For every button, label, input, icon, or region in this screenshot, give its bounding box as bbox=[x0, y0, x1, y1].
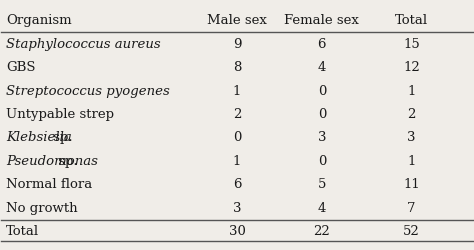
Text: 0: 0 bbox=[318, 84, 326, 98]
Text: 0: 0 bbox=[318, 155, 326, 168]
Text: 15: 15 bbox=[403, 38, 420, 51]
Text: Normal flora: Normal flora bbox=[6, 178, 92, 192]
Text: 0: 0 bbox=[233, 132, 241, 144]
Text: Female sex: Female sex bbox=[284, 14, 359, 27]
Text: 6: 6 bbox=[318, 38, 326, 51]
Text: 22: 22 bbox=[313, 226, 330, 238]
Text: sp.: sp. bbox=[49, 132, 73, 144]
Text: sp.: sp. bbox=[54, 155, 77, 168]
Text: 1: 1 bbox=[407, 155, 416, 168]
Text: Klebsiella: Klebsiella bbox=[6, 132, 72, 144]
Text: Untypable strep: Untypable strep bbox=[6, 108, 114, 121]
Text: 7: 7 bbox=[407, 202, 416, 215]
Text: Male sex: Male sex bbox=[207, 14, 267, 27]
Text: 52: 52 bbox=[403, 226, 420, 238]
Text: 12: 12 bbox=[403, 61, 420, 74]
Text: 8: 8 bbox=[233, 61, 241, 74]
Text: Total: Total bbox=[6, 226, 39, 238]
Text: 4: 4 bbox=[318, 61, 326, 74]
Text: 11: 11 bbox=[403, 178, 420, 192]
Text: Organism: Organism bbox=[6, 14, 72, 27]
Text: Pseudomonas: Pseudomonas bbox=[6, 155, 98, 168]
Text: 3: 3 bbox=[407, 132, 416, 144]
Text: GBS: GBS bbox=[6, 61, 36, 74]
Text: 30: 30 bbox=[228, 226, 246, 238]
Text: 0: 0 bbox=[318, 108, 326, 121]
Text: Streptococcus pyogenes: Streptococcus pyogenes bbox=[6, 84, 170, 98]
Text: 3: 3 bbox=[233, 202, 241, 215]
Text: No growth: No growth bbox=[6, 202, 78, 215]
Text: 1: 1 bbox=[233, 155, 241, 168]
Text: 1: 1 bbox=[233, 84, 241, 98]
Text: 2: 2 bbox=[407, 108, 416, 121]
Text: 4: 4 bbox=[318, 202, 326, 215]
Text: Total: Total bbox=[395, 14, 428, 27]
Text: 3: 3 bbox=[318, 132, 326, 144]
Text: 6: 6 bbox=[233, 178, 241, 192]
Text: 1: 1 bbox=[407, 84, 416, 98]
Text: 2: 2 bbox=[233, 108, 241, 121]
Text: 5: 5 bbox=[318, 178, 326, 192]
Text: Staphylococcus aureus: Staphylococcus aureus bbox=[6, 38, 161, 51]
Text: 9: 9 bbox=[233, 38, 241, 51]
